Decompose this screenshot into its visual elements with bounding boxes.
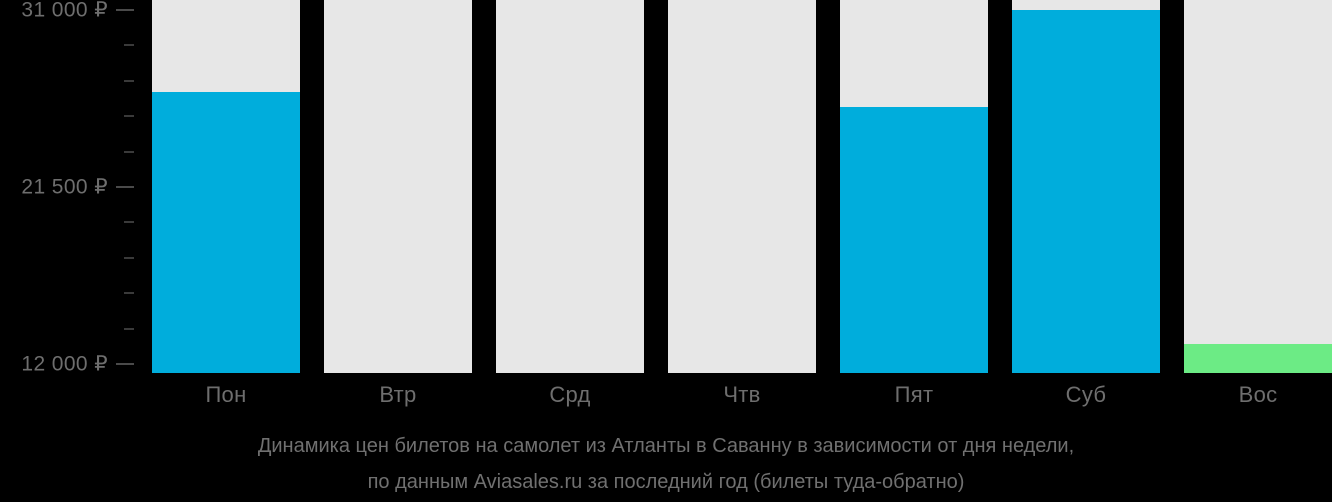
y-axis-tick-minor (124, 256, 134, 259)
y-axis-tick-minor (124, 79, 134, 82)
x-axis-label: Вос (1238, 382, 1278, 407)
y-axis-tick-major (116, 363, 134, 365)
chart-caption: Динамика цен билетов на самолет из Атлан… (0, 428, 1332, 500)
bar-column[interactable] (152, 0, 300, 373)
y-axis-tick-minor (124, 44, 134, 47)
y-axis-tick-minor (124, 115, 134, 118)
bar-column[interactable] (840, 0, 988, 373)
y-axis-label: 31 000 ₽ (21, 0, 108, 22)
bar-fill (1012, 10, 1160, 373)
bar-column[interactable] (1184, 0, 1332, 373)
y-axis-label: 21 500 ₽ (21, 175, 108, 199)
bar-column[interactable] (668, 0, 816, 373)
x-axis-label: Чтв (723, 382, 761, 407)
bar-column[interactable] (324, 0, 472, 373)
bar-fill (152, 91, 300, 373)
x-axis-label: Пон (205, 382, 247, 407)
bar-track (1184, 0, 1332, 373)
y-axis-tick-major (116, 9, 134, 11)
bar-fill (840, 106, 988, 373)
bar-column[interactable] (1012, 0, 1160, 373)
bar-track (668, 0, 816, 373)
y-axis-tick-minor (124, 221, 134, 224)
bar-fill-cheapest (1184, 343, 1332, 373)
y-axis: 31 000 ₽ 21 500 ₽ 12 000 ₽ (0, 0, 152, 380)
caption-line-2: по данным Aviasales.ru за последний год … (367, 471, 965, 493)
x-axis-label: Срд (549, 382, 591, 407)
y-axis-tick-minor (124, 327, 134, 330)
x-axis-label: Суб (1065, 382, 1107, 407)
bar-column[interactable] (496, 0, 644, 373)
y-axis-tick-major (116, 186, 134, 188)
plot-area (152, 0, 1332, 373)
caption-line-1: Динамика цен билетов на самолет из Атлан… (257, 435, 1075, 457)
y-axis-tick-minor (124, 150, 134, 153)
bar-track (496, 0, 644, 373)
bar-track (324, 0, 472, 373)
x-axis: Пон Втр Срд Чтв Пят Суб Вос (0, 373, 1332, 417)
x-axis-label: Втр (379, 382, 417, 407)
y-axis-tick-minor (124, 292, 134, 295)
y-axis-label: 12 000 ₽ (21, 352, 108, 376)
x-axis-label: Пят (894, 382, 934, 407)
